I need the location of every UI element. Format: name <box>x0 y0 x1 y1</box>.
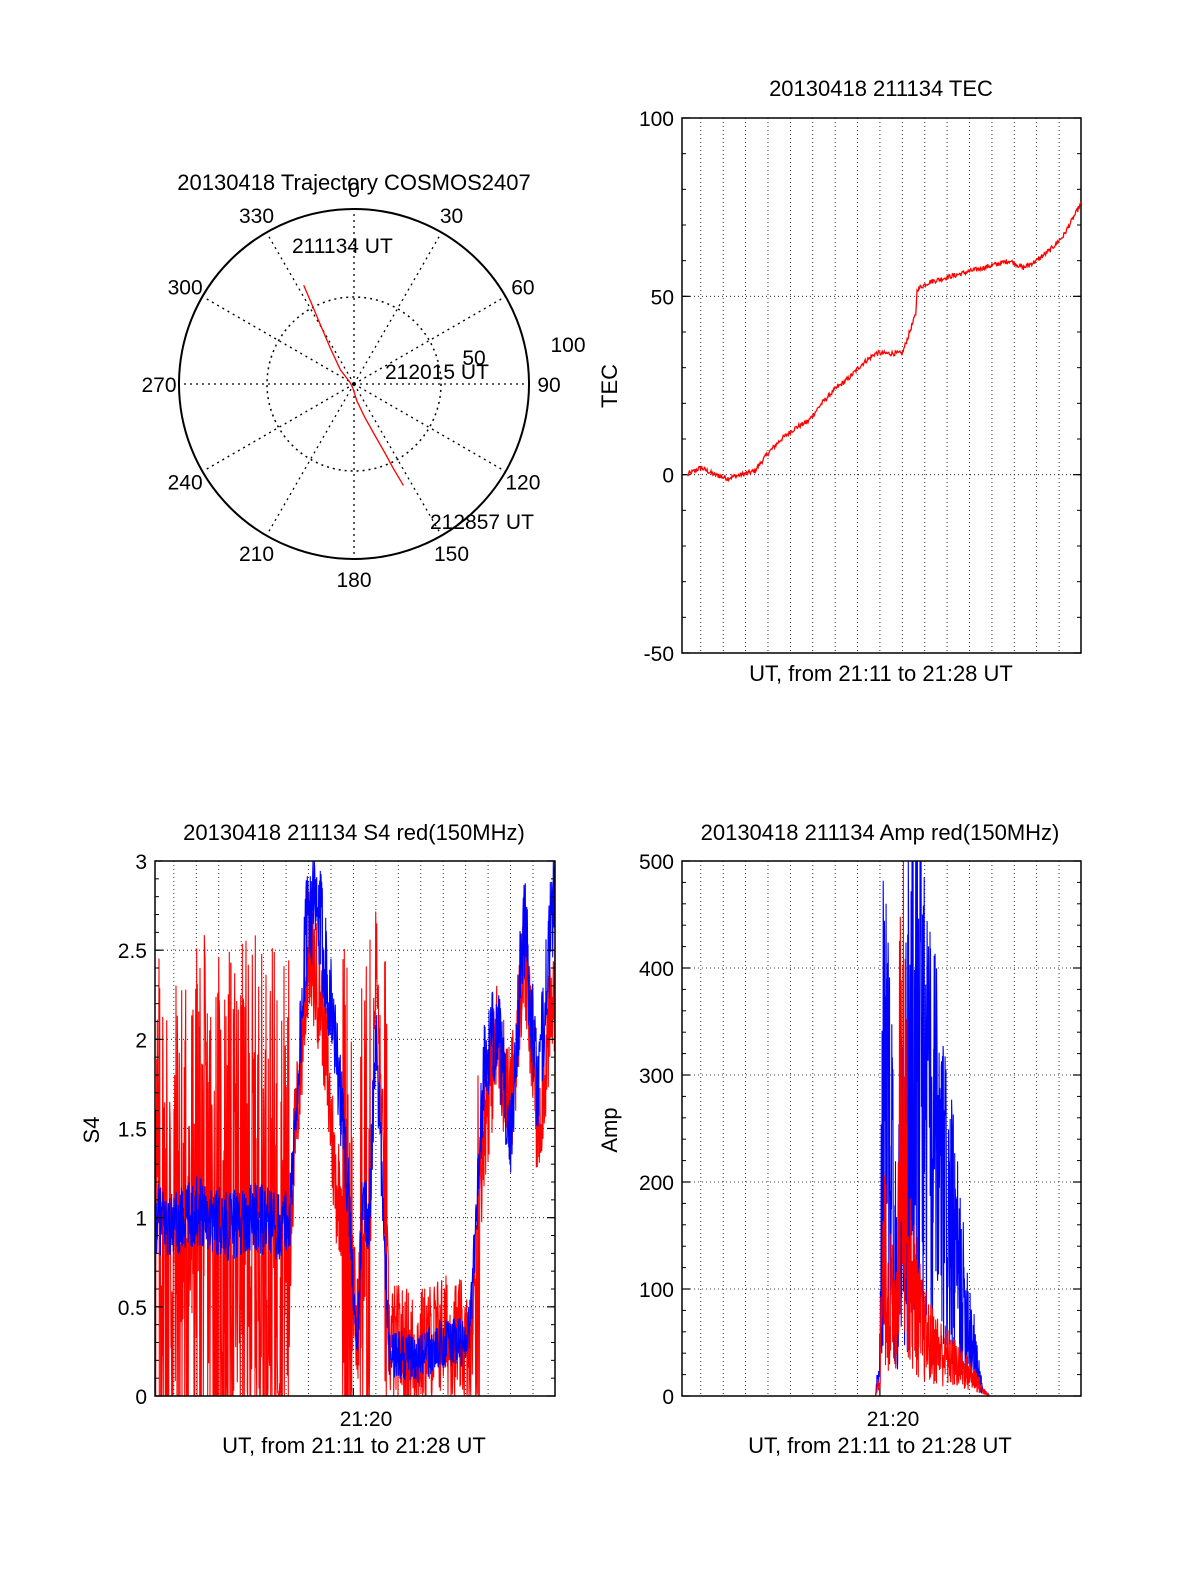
y-tick-label: 0 <box>662 1386 674 1409</box>
y-tick-label: 0.5 <box>118 1297 147 1320</box>
s4-panel: 20130418 211134 S4 red(150MHz) 0 0.5 1 1.5 2… <box>79 820 556 1458</box>
polar-spoke <box>265 383 355 536</box>
amp-xtick-label: 21:20 <box>867 1408 920 1431</box>
polar-azimuth-label: 30 <box>440 205 463 228</box>
polar-azimuth-label: 180 <box>336 569 371 592</box>
y-tick-label: 300 <box>639 1065 674 1088</box>
trajectory-panel: 20130418 Trajectory COSMOS2407 0 30 60 90 12… <box>141 170 585 592</box>
trajectory-title: 20130418 Trajectory COSMOS2407 <box>177 170 530 195</box>
polar-azimuth-labels: 0 30 60 90 120 150 180 210 240 270 300 330 <box>141 179 560 592</box>
polar-spoke <box>265 232 355 385</box>
polar-spoke <box>353 383 443 536</box>
polar-spoke <box>353 232 443 385</box>
polar-azimuth-label: 240 <box>168 472 203 495</box>
trajectory-annotation: 212857 UT <box>430 511 534 534</box>
polar-spoke <box>353 295 506 385</box>
polar-spoke <box>202 295 355 385</box>
polar-azimuth-label: 90 <box>537 374 560 397</box>
s4-series-blue <box>154 860 556 1383</box>
tec-y-ticks: -50 0 50 100 <box>639 108 1081 666</box>
polar-azimuth-label: 270 <box>141 374 176 397</box>
polar-spoke <box>353 383 506 473</box>
amp-y-ticks: 0 100 200 300 400 500 <box>639 851 1081 1409</box>
y-tick-label: 1.5 <box>118 1119 147 1142</box>
y-tick-label: 2 <box>135 1029 147 1052</box>
y-tick-label: 1 <box>135 1208 147 1231</box>
s4-ylabel: S4 <box>79 1117 104 1144</box>
amp-xlabel: UT, from 21:11 to 21:28 UT <box>748 1433 1012 1458</box>
polar-azimuth-label: 330 <box>239 205 274 228</box>
polar-spokes <box>179 209 529 559</box>
polar-spoke <box>202 383 355 473</box>
y-tick-label: -50 <box>644 643 674 666</box>
y-tick-label: 3 <box>135 851 147 874</box>
amp-axes-box <box>681 860 1082 1397</box>
amp-panel: 20130418 211134 Amp red(150MHz) 0 100 200 3… <box>597 820 1082 1458</box>
y-tick-label: 0 <box>662 465 674 488</box>
s4-title: 20130418 211134 S4 red(150MHz) <box>183 820 525 845</box>
polar-azimuth-label: 300 <box>168 277 203 300</box>
y-tick-label: 0 <box>135 1386 147 1409</box>
y-tick-label: 2.5 <box>118 940 147 963</box>
tec-panel: 20130418 211134 TEC -50 0 50 100 UT, from 2… <box>597 76 1082 686</box>
polar-azimuth-label: 150 <box>434 543 469 566</box>
trajectory-annotation: 212015 UT <box>385 361 489 384</box>
s4-y-ticks: 0 0.5 1 1.5 2 2.5 3 <box>118 851 555 1409</box>
y-tick-label: 200 <box>639 1172 674 1195</box>
tec-series-red <box>686 201 1082 483</box>
amp-title: 20130418 211134 Amp red(150MHz) <box>701 820 1060 845</box>
polar-azimuth-label: 120 <box>505 472 540 495</box>
tec-xlabel: UT, from 21:11 to 21:28 UT <box>749 661 1013 686</box>
tec-axes-box <box>681 117 1082 654</box>
y-tick-label: 400 <box>639 958 674 981</box>
y-tick-label: 100 <box>639 108 674 131</box>
s4-xtick-label: 21:20 <box>340 1408 393 1431</box>
y-tick-label: 100 <box>639 1279 674 1302</box>
y-tick-label: 500 <box>639 851 674 874</box>
amp-ylabel: Amp <box>597 1107 622 1152</box>
radial-tick-label: 50 <box>462 347 485 370</box>
polar-azimuth-label: 210 <box>239 543 274 566</box>
tec-grid <box>682 117 1081 654</box>
y-tick-label: 50 <box>651 286 674 309</box>
radial-tick-label: 100 <box>550 334 585 357</box>
trajectory-annotation: 211134 UT <box>292 235 393 258</box>
tec-title: 20130418 211134 TEC <box>769 76 993 101</box>
polar-azimuth-label: 60 <box>511 277 534 300</box>
tec-ylabel: TEC <box>597 364 622 408</box>
polar-azimuth-label: 0 <box>348 179 360 202</box>
trajectory-line <box>303 284 404 486</box>
polar-inner-circle <box>266 296 442 472</box>
s4-xlabel: UT, from 21:11 to 21:28 UT <box>222 1433 486 1458</box>
